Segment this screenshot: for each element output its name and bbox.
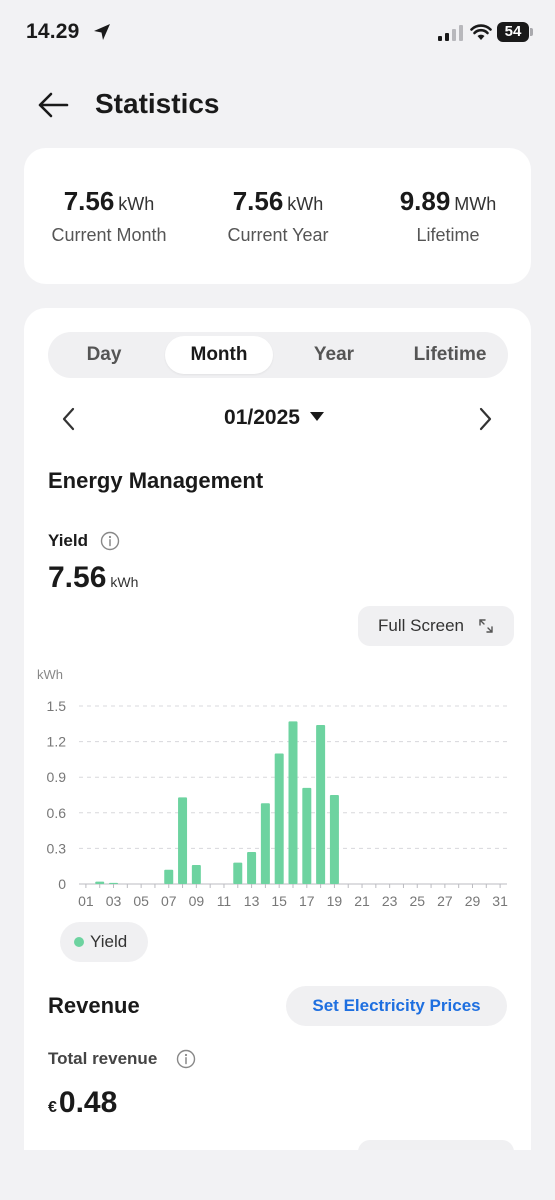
expand-icon — [479, 619, 493, 633]
bar-day-02 — [95, 881, 105, 884]
section-title-revenue: Revenue — [48, 993, 140, 1018]
yield-value: 7.56 kWh — [48, 561, 138, 595]
bar-day-12 — [233, 862, 243, 884]
x-tick-label: 07 — [161, 893, 177, 909]
stat-unit: MWh — [454, 194, 497, 214]
info-icon[interactable] — [100, 531, 120, 551]
total-revenue-value: €0.48 — [48, 1086, 117, 1120]
set-electricity-prices-button[interactable]: Set Electricity Prices — [286, 986, 507, 1026]
chevron-left-icon[interactable] — [58, 406, 80, 432]
stat-value: 9.89 — [399, 186, 451, 216]
y-tick-label: 0.9 — [47, 769, 67, 785]
yield-label: Yield — [48, 531, 88, 550]
stat-value: 7.56 — [232, 186, 284, 216]
bar-day-03 — [109, 882, 119, 884]
stat-label: Lifetime — [416, 225, 480, 245]
tab-year[interactable]: Year — [313, 344, 355, 365]
back-arrow-icon[interactable] — [36, 88, 70, 122]
status-time: 14.29 — [26, 20, 80, 43]
total-revenue-number: 0.48 — [58, 1086, 118, 1119]
x-tick-label: 13 — [244, 893, 260, 909]
y-tick-label: 0.6 — [47, 805, 67, 821]
y-tick-label: 1.5 — [47, 698, 67, 714]
location-arrow-icon — [94, 24, 110, 40]
legend-dot — [74, 937, 84, 947]
stat-lifetime: 9.89 MWh Lifetime — [363, 186, 533, 246]
y-tick-label: 0.3 — [47, 840, 67, 856]
bar-day-08 — [178, 797, 188, 884]
section-title-energy: Energy Management — [48, 468, 264, 493]
x-tick-label: 29 — [465, 893, 481, 909]
statistics-card: Day Month Year Lifetime 01/2025 Energy M… — [24, 308, 531, 1200]
x-tick-label: 17 — [299, 893, 315, 909]
stat-current-year: 7.56 kWh Current Year — [193, 186, 363, 246]
y-tick-label: 1.2 — [47, 734, 67, 750]
bar-day-13 — [247, 851, 257, 884]
legend-yield[interactable]: Yield — [60, 922, 148, 962]
bottom-background — [0, 1150, 555, 1200]
y-tick-label: 0 — [58, 876, 66, 892]
info-icon[interactable] — [176, 1049, 196, 1069]
date-picker[interactable]: 01/2025 — [184, 406, 364, 430]
tab-month[interactable]: Month — [165, 336, 273, 374]
bar-day-16 — [288, 721, 298, 884]
yield-chart: kWh 0 0.3 0.6 0.9 1.2 1.5 01 03 05 07 09 11 13 15 17 19 2… — [24, 658, 531, 918]
x-tick-label: 21 — [354, 893, 370, 909]
x-tick-label: 11 — [217, 893, 232, 909]
period-tabs: Day Month Year Lifetime — [48, 332, 508, 378]
x-tick-label: 25 — [409, 893, 425, 909]
currency-symbol: € — [48, 1099, 57, 1116]
x-tick-label: 03 — [106, 893, 122, 909]
bar-day-18 — [316, 724, 326, 884]
page-title: Statistics — [95, 88, 220, 119]
x-tick-label: 09 — [189, 893, 205, 909]
stat-unit: kWh — [118, 194, 155, 214]
cellular-signal-icon — [438, 25, 463, 41]
y-axis-unit: kWh — [37, 667, 63, 682]
total-revenue-label: Total revenue — [48, 1049, 158, 1068]
x-tick-label: 27 — [437, 893, 453, 909]
caret-down-icon — [309, 412, 324, 421]
full-screen-button[interactable]: Full Screen — [358, 606, 514, 646]
x-tick-label: 31 — [492, 893, 508, 909]
yield-unit: kWh — [110, 574, 139, 590]
battery-icon: 54 — [497, 22, 533, 42]
bar-day-17 — [302, 787, 312, 884]
yield-number: 7.56 — [48, 561, 107, 594]
x-tick-label: 01 — [78, 893, 94, 909]
date-value: 01/2025 — [224, 406, 300, 429]
bar-day-09 — [191, 865, 201, 884]
stat-current-month: 7.56 kWh Current Month — [24, 186, 194, 246]
summary-card: 7.56 kWh Current Month 7.56 kWh Current Ye… — [24, 148, 531, 284]
bar-day-19 — [329, 795, 339, 884]
x-tick-label: 23 — [382, 893, 398, 909]
battery-percent: 54 — [504, 23, 522, 40]
tab-lifetime[interactable]: Lifetime — [413, 344, 487, 365]
yield-bar-chart: kWh 0 0.3 0.6 0.9 1.2 1.5 01 03 05 07 09 11 13 15 17 19 2… — [37, 667, 508, 909]
stat-unit: kWh — [287, 194, 324, 214]
wifi-icon — [470, 24, 492, 40]
full-screen-label: Full Screen — [378, 616, 464, 635]
x-tick-label: 19 — [327, 893, 343, 909]
stat-label: Current Year — [227, 225, 329, 245]
bar-day-14 — [260, 803, 270, 884]
stat-label: Current Month — [51, 225, 167, 245]
tab-day[interactable]: Day — [86, 344, 122, 365]
bar-day-07 — [164, 869, 174, 884]
status-bar: 14.29 54 — [0, 0, 555, 64]
x-tick-label: 05 — [133, 893, 149, 909]
x-tick-label: 15 — [271, 893, 287, 909]
legend-label: Yield — [90, 932, 128, 951]
bar-day-15 — [274, 753, 284, 884]
stat-value: 7.56 — [63, 186, 115, 216]
chevron-right-icon[interactable] — [474, 406, 496, 432]
